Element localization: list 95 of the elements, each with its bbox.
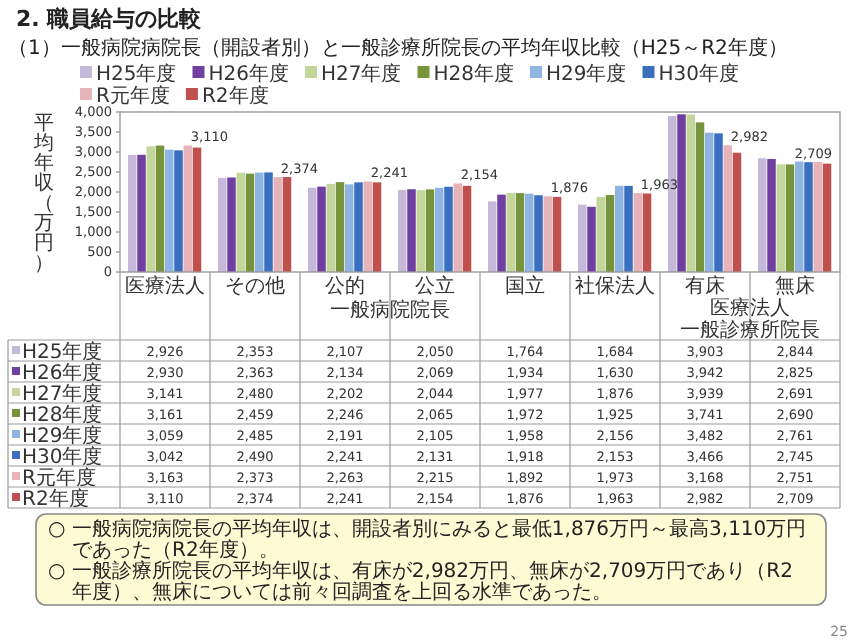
bar [723,145,733,272]
bar [128,154,137,272]
x-tick-label: その他 [225,274,285,298]
bar [677,114,686,272]
bar [758,158,767,272]
x-tick-label: 有床 [685,274,725,298]
text: H29年度 [22,426,103,448]
bar [578,204,587,272]
bar [308,187,317,272]
bar [354,182,363,272]
chart-title: 2. 職員給与の比較 [16,6,204,32]
bar [398,190,407,272]
bar [633,193,643,272]
bar [732,152,742,272]
legend-label: H29年度 [546,62,627,86]
x-tick-label: 医療法人 [125,274,205,298]
text: ○ 一般診療所院長の平均年収は、有床が2,982万円、無床が2,709万円であり（R2年度）、無床については前々回調査を上回る水準であった。 [48,559,793,604]
text: H28年度 [22,405,103,427]
bar [822,163,832,272]
x-tick-label: 無床 [775,274,815,298]
bar [183,145,193,272]
text: H27年度 [22,384,103,406]
x-tick-label: 公立 [415,274,455,298]
bar [453,183,463,272]
text: 一般診療所院長 [680,318,820,342]
legend-label: H26年度 [208,62,289,86]
x-tick-label: 国立 [505,274,545,298]
bar [165,149,174,272]
bar [273,177,283,272]
bar [137,154,146,272]
bar [488,201,497,272]
bar [146,146,156,272]
text: ○ 一般病院病院長の平均年収は、開設者別にみると最低1,876万円～最高3,110万円であった（R2年度）。 [48,517,807,562]
bar [236,172,246,272]
bar [326,183,336,272]
bar [795,161,804,272]
x-tick-label: 公的 [325,274,365,298]
bar [363,181,373,272]
text: H30年度 [22,447,103,469]
legend-label: H25年度 [96,62,177,86]
bar [435,187,444,272]
bar [543,196,553,272]
bar [335,182,345,272]
bar [596,196,606,272]
text: 一般病院院長 [330,298,450,322]
bar [218,177,227,272]
x-tick-label: 社保法人 [575,274,655,298]
text: 医療法人 [710,296,790,320]
legend-label: R2年度 [201,84,269,108]
bar [407,189,416,272]
bar [255,172,264,272]
legend-label: H28年度 [433,62,514,86]
text: H25年度 [22,342,103,364]
legend-label: H27年度 [321,62,402,86]
bar [372,182,382,272]
bar [444,186,453,272]
bar [462,185,472,272]
bar [534,195,543,272]
bar [317,186,326,272]
bar [245,173,255,272]
bar [425,189,435,272]
bar [345,184,354,272]
bar [416,190,426,272]
y-axis-title: 平均年収（万円） [32,113,54,275]
bar [695,122,705,272]
chart-subtitle: （1）一般病院病院長（開設者別）と一般診療所院長の平均年収比較（H25～R2年度） [8,36,788,60]
bar [282,177,292,272]
bar [615,185,624,272]
text: H26年度 [22,363,103,385]
bar [264,172,273,272]
bar [192,147,202,272]
bar [624,185,633,272]
bar [642,193,652,272]
legend-label: R元年度 [96,84,170,108]
bar [587,206,596,272]
bar [705,132,714,272]
bar [515,193,525,272]
bar [714,133,723,272]
legend-label: H30年度 [658,62,739,86]
bar [776,164,786,272]
bar [552,196,562,272]
bar [506,192,516,272]
bar [767,159,776,272]
bar [227,177,236,272]
text: R2年度 [22,489,89,511]
bar [686,114,696,272]
bar [525,193,534,272]
bar [804,162,813,272]
bar [155,145,165,272]
bar [785,164,795,272]
bar [497,194,506,272]
text: R元年度 [22,468,96,490]
bar [605,195,615,272]
bar [813,161,823,272]
bar [174,150,183,272]
